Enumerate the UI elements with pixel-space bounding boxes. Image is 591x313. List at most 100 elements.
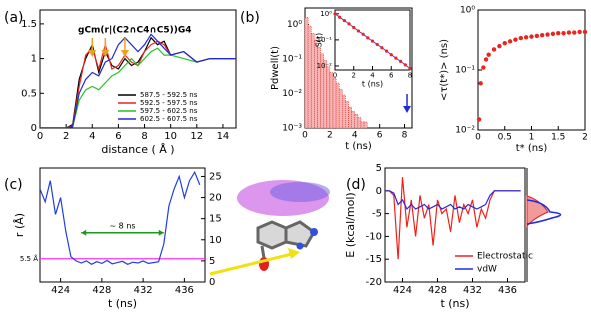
y-tick-label: 0 — [376, 186, 382, 197]
series-line — [40, 47, 236, 128]
y-tick-label: 10⁰ — [287, 20, 302, 30]
histogram-bar — [360, 121, 365, 129]
x-tick-label: 0 — [37, 131, 43, 142]
ring — [284, 220, 316, 248]
x-tick-label: 424 — [51, 285, 70, 296]
histogram-bar — [342, 94, 346, 129]
scatter-point — [518, 35, 523, 41]
scatter-point — [582, 29, 588, 35]
scatter-point — [566, 30, 572, 35]
legend-label: 597.5 - 602.5 ns — [140, 107, 198, 115]
legend-label: vdW — [477, 265, 497, 275]
pointer-arrow-head — [120, 50, 129, 57]
y-tick-label: 0 — [31, 123, 37, 134]
series-marker — [380, 46, 384, 50]
x-tick-label: 8 — [408, 72, 412, 80]
series-marker — [384, 49, 389, 53]
series-line — [40, 170, 201, 265]
scatter-point — [534, 33, 540, 39]
ligand-cloud — [270, 182, 330, 202]
scatter-point — [478, 81, 483, 86]
y-tick-label: 0 — [209, 277, 215, 288]
y-tick-label: 10⁻¹ — [317, 36, 333, 44]
x-tick-label: 1 — [529, 133, 535, 143]
y-tick-label: 10⁻² — [317, 62, 333, 70]
series-marker — [342, 18, 346, 23]
y-tick-label: 1.5 — [21, 19, 37, 30]
y-tick-label: 0.5 — [21, 88, 37, 99]
plot-frame — [477, 9, 586, 131]
x-tick-label: 424 — [393, 285, 412, 296]
x-tick-label: 432 — [463, 285, 482, 296]
series-marker — [403, 63, 407, 67]
y-tick-label: 10⁰ — [460, 6, 475, 16]
x-tick-label: 2 — [582, 133, 588, 143]
x-axis-label: t (ns) — [440, 297, 469, 310]
x-tick-label: 6 — [377, 131, 383, 141]
histogram-bar — [345, 100, 349, 129]
x-tick-label: 428 — [92, 285, 111, 296]
y-tick-label: 10⁻¹ — [282, 54, 302, 64]
scatter-point — [545, 32, 550, 37]
histogram-bar — [348, 106, 352, 129]
scatter-point — [577, 29, 582, 35]
x-tick-label: 2 — [327, 131, 333, 141]
scatter-point — [572, 30, 577, 35]
plot-frame — [39, 167, 206, 283]
x-tick-label: 0 — [333, 72, 337, 80]
scatter-point — [476, 117, 482, 122]
x-axis-label: t (ns) — [108, 297, 137, 310]
y-axis-label: r (Å) — [13, 213, 26, 237]
series-marker — [352, 25, 356, 30]
series-marker — [375, 42, 379, 47]
y-tick-label: 5 — [209, 256, 215, 267]
histogram-bar — [351, 111, 356, 129]
x-tick-label: 8 — [402, 131, 408, 141]
scatter-point — [481, 65, 486, 70]
y-axis-label: S(t) — [315, 33, 324, 47]
y-tick-label: 10⁰ — [320, 10, 332, 18]
series-marker — [408, 66, 412, 71]
scatter-point — [550, 31, 556, 37]
series-marker — [366, 36, 370, 40]
x-axis-label: t* (ns) — [516, 143, 548, 154]
histogram-bar — [335, 82, 340, 129]
x-tick-label: 2 — [352, 72, 356, 80]
histogram-bar — [363, 121, 368, 129]
x-tick-label: 436 — [175, 285, 194, 296]
series-marker — [389, 53, 393, 57]
series-marker — [399, 59, 403, 63]
scatter-point — [483, 57, 489, 62]
series-line — [40, 33, 236, 128]
scatter-point — [529, 34, 534, 39]
span-label: ~ 8 ns — [109, 221, 135, 230]
y-tick-label: 20 — [209, 193, 222, 204]
histogram-bar — [332, 77, 337, 129]
histogram-bar — [357, 117, 362, 129]
legend-label: 592.5 - 597.5 ns — [140, 99, 198, 107]
energy-distribution — [526, 168, 562, 282]
y-tick-label: 10⁻¹ — [455, 66, 475, 76]
series-marker — [347, 22, 351, 26]
bond — [260, 245, 266, 259]
x-tick-label: 436 — [498, 285, 517, 296]
y-axis-label: <τ(t*)> (ns) — [439, 39, 450, 101]
histogram-bar — [323, 60, 328, 129]
threshold-label: 5.5 Å — [20, 254, 38, 263]
panel-label: (a) — [4, 10, 24, 26]
histogram-bar — [304, 17, 309, 129]
histogram-bar — [314, 39, 318, 129]
scatter-point — [486, 52, 491, 57]
y-axis-label: E (kcal/mol) — [344, 192, 357, 257]
atom — [296, 242, 304, 250]
x-tick-label: 6 — [115, 131, 121, 142]
pointer-arrow-head — [88, 50, 97, 57]
y-tick-label: -10 — [366, 231, 382, 242]
scatter-point — [556, 31, 561, 36]
pointer-arrow-head — [403, 106, 412, 113]
scatter-point — [497, 43, 502, 49]
panel-label: (b) — [240, 10, 260, 26]
y-tick-label: 10⁻³ — [282, 124, 302, 134]
panel-label: (c) — [4, 177, 23, 193]
series-marker — [370, 39, 375, 43]
